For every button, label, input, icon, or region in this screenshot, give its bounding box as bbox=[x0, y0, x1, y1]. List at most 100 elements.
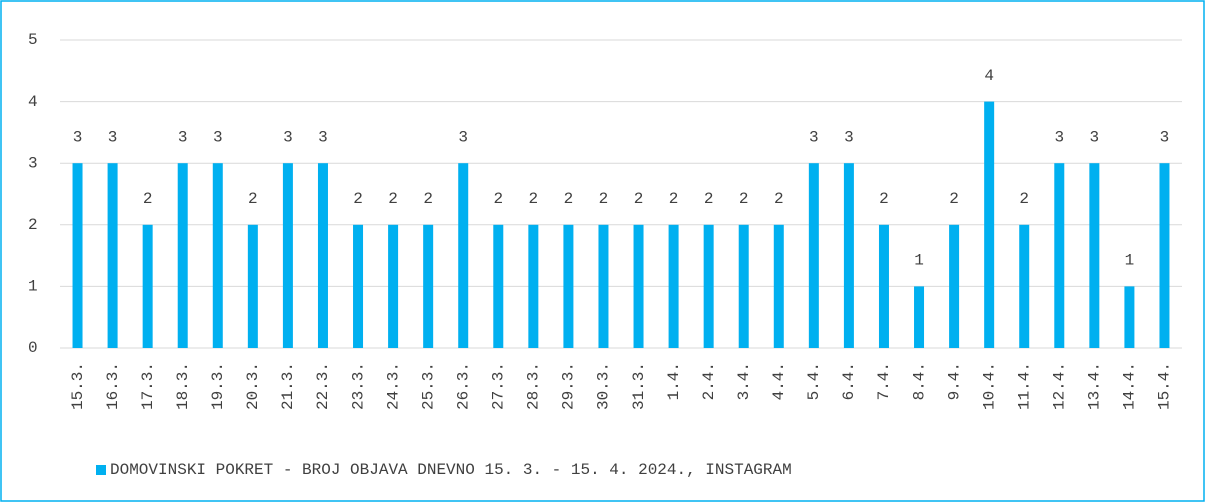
data-label: 2 bbox=[634, 190, 644, 208]
data-label: 2 bbox=[248, 190, 258, 208]
bar bbox=[1089, 163, 1100, 348]
bar bbox=[1159, 163, 1170, 348]
data-label: 3 bbox=[108, 128, 118, 146]
x-tick-label: 14.4. bbox=[1121, 362, 1139, 410]
bar bbox=[72, 163, 83, 348]
data-label: 3 bbox=[1160, 128, 1170, 146]
data-label: 2 bbox=[423, 190, 433, 208]
y-tick-label: 0 bbox=[28, 339, 38, 357]
data-label: 2 bbox=[739, 190, 749, 208]
bar bbox=[247, 224, 258, 348]
bar bbox=[843, 163, 854, 348]
x-tick-label: 19.3. bbox=[209, 362, 227, 410]
bar bbox=[528, 224, 539, 348]
bar bbox=[703, 224, 714, 348]
data-label: 2 bbox=[388, 190, 398, 208]
bar bbox=[1054, 163, 1065, 348]
x-tick-label: 29.3. bbox=[560, 362, 578, 410]
x-tick-label: 13.4. bbox=[1086, 362, 1104, 410]
bar bbox=[212, 163, 223, 348]
data-label: 2 bbox=[529, 190, 539, 208]
data-label: 3 bbox=[1054, 128, 1064, 146]
data-label: 2 bbox=[669, 190, 679, 208]
bar bbox=[423, 224, 434, 348]
x-tick-label: 20.3. bbox=[244, 362, 262, 410]
data-label: 2 bbox=[564, 190, 574, 208]
x-tick-label: 18.3. bbox=[174, 362, 192, 410]
bar bbox=[878, 224, 889, 348]
data-label: 3 bbox=[318, 128, 328, 146]
bar bbox=[142, 224, 153, 348]
data-label: 3 bbox=[178, 128, 188, 146]
x-tick-label: 9.4. bbox=[945, 362, 963, 400]
bar bbox=[633, 224, 644, 348]
x-tick-label: 2.4. bbox=[700, 362, 718, 400]
x-tick-label: 28.3. bbox=[525, 362, 543, 410]
x-tick-label: 26.3. bbox=[454, 362, 472, 410]
data-label: 1 bbox=[1125, 252, 1135, 270]
data-label: 2 bbox=[599, 190, 609, 208]
bar bbox=[808, 163, 819, 348]
x-tick-label: 3.4. bbox=[735, 362, 753, 400]
data-label: 2 bbox=[949, 190, 959, 208]
data-label: 2 bbox=[1019, 190, 1029, 208]
data-label: 2 bbox=[704, 190, 714, 208]
x-tick-label: 4.4. bbox=[770, 362, 788, 400]
bar bbox=[1019, 224, 1030, 348]
x-tick-label: 31.3. bbox=[630, 362, 648, 410]
bar bbox=[738, 224, 749, 348]
x-tick-label: 22.3. bbox=[314, 362, 332, 410]
x-tick-label: 11.4. bbox=[1015, 362, 1033, 410]
bar bbox=[388, 224, 399, 348]
data-label: 2 bbox=[774, 190, 784, 208]
bar bbox=[458, 163, 469, 348]
bar bbox=[949, 224, 960, 348]
bar bbox=[317, 163, 328, 348]
legend-label: DOMOVINSKI POKRET - BROJ OBJAVA DNEVNO 1… bbox=[110, 461, 792, 479]
data-label: 2 bbox=[493, 190, 503, 208]
x-tick-label: 24.3. bbox=[384, 362, 402, 410]
x-tick-label: 23.3. bbox=[349, 362, 367, 410]
x-tick-label: 15.3. bbox=[69, 362, 87, 410]
bar bbox=[493, 224, 504, 348]
x-tick-label: 25.3. bbox=[419, 362, 437, 410]
data-label: 3 bbox=[283, 128, 293, 146]
bar bbox=[563, 224, 574, 348]
x-tick-label: 6.4. bbox=[840, 362, 858, 400]
bar bbox=[668, 224, 679, 348]
bar bbox=[914, 286, 925, 348]
data-label: 3 bbox=[809, 128, 819, 146]
y-tick-label: 5 bbox=[28, 31, 38, 49]
data-label: 2 bbox=[879, 190, 889, 208]
y-tick-label: 2 bbox=[28, 216, 38, 234]
data-label: 1 bbox=[914, 252, 924, 270]
y-tick-label: 4 bbox=[28, 93, 38, 111]
data-label: 2 bbox=[143, 190, 153, 208]
bar bbox=[1124, 286, 1135, 348]
x-tick-label: 8.4. bbox=[910, 362, 928, 400]
y-tick-label: 3 bbox=[28, 154, 38, 172]
legend-swatch bbox=[96, 465, 106, 475]
bar bbox=[598, 224, 609, 348]
bar bbox=[177, 163, 188, 348]
y-tick-label: 1 bbox=[28, 278, 38, 296]
x-tick-label: 7.4. bbox=[875, 362, 893, 400]
data-label: 3 bbox=[1090, 128, 1100, 146]
x-tick-label: 10.4. bbox=[980, 362, 998, 410]
bar bbox=[107, 163, 118, 348]
bar bbox=[353, 224, 364, 348]
data-label: 3 bbox=[844, 128, 854, 146]
x-tick-label: 12.4. bbox=[1051, 362, 1069, 410]
data-label: 3 bbox=[73, 128, 83, 146]
data-label: 3 bbox=[213, 128, 223, 146]
x-tick-label: 5.4. bbox=[805, 362, 823, 400]
x-tick-label: 30.3. bbox=[595, 362, 613, 410]
x-tick-label: 15.4. bbox=[1156, 362, 1174, 410]
x-tick-label: 27.3. bbox=[490, 362, 508, 410]
data-label: 4 bbox=[984, 67, 994, 85]
data-label: 2 bbox=[353, 190, 363, 208]
x-tick-label: 16.3. bbox=[104, 362, 122, 410]
bar bbox=[773, 224, 784, 348]
bar bbox=[984, 101, 995, 348]
